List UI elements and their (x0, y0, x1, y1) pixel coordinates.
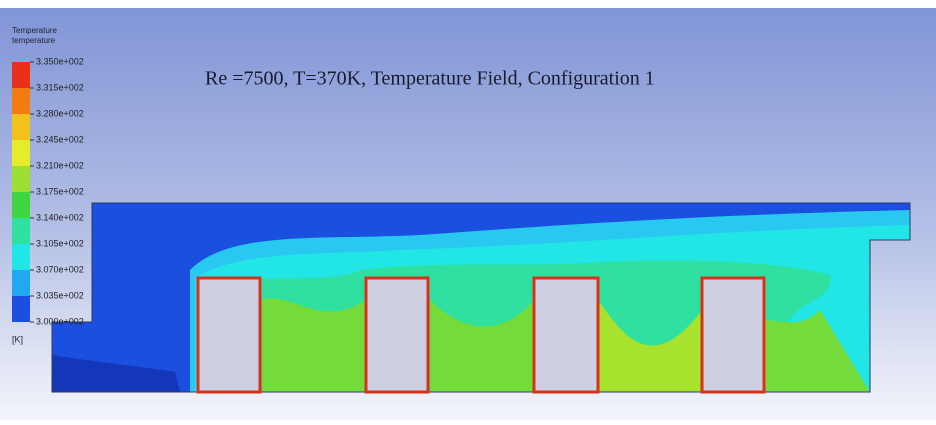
colorbar-tick-label: 3.105e+002 (36, 238, 84, 248)
colorbar-tick-label: 3.245e+002 (36, 134, 84, 144)
flow-domain (51, 202, 911, 394)
colorbar-tick-label: 3.350e+002 (36, 56, 84, 66)
colorbar-tick-label: 3.210e+002 (36, 160, 84, 170)
colorbar (12, 62, 30, 322)
legend-title: Temperature (12, 26, 57, 35)
colorbar-tick-label: 3.280e+002 (36, 108, 84, 118)
colorbar-tick-label: 3.140e+002 (36, 212, 84, 222)
legend-subtitle: temperature (12, 36, 56, 45)
colorbar-tick-label: 3.175e+002 (36, 186, 84, 196)
top-strip (0, 0, 936, 8)
colorbar-tick-label: 3.035e+002 (36, 290, 84, 300)
colorbar-tick-label: 3.315e+002 (36, 82, 84, 92)
colorbar-tick-label: 3.070e+002 (36, 264, 84, 274)
legend-unit: [K] (12, 334, 23, 344)
colorbar-tick-label: 3.000e+002 (36, 316, 84, 326)
title: Re =7500, T=370K, Temperature Field, Con… (205, 68, 655, 90)
